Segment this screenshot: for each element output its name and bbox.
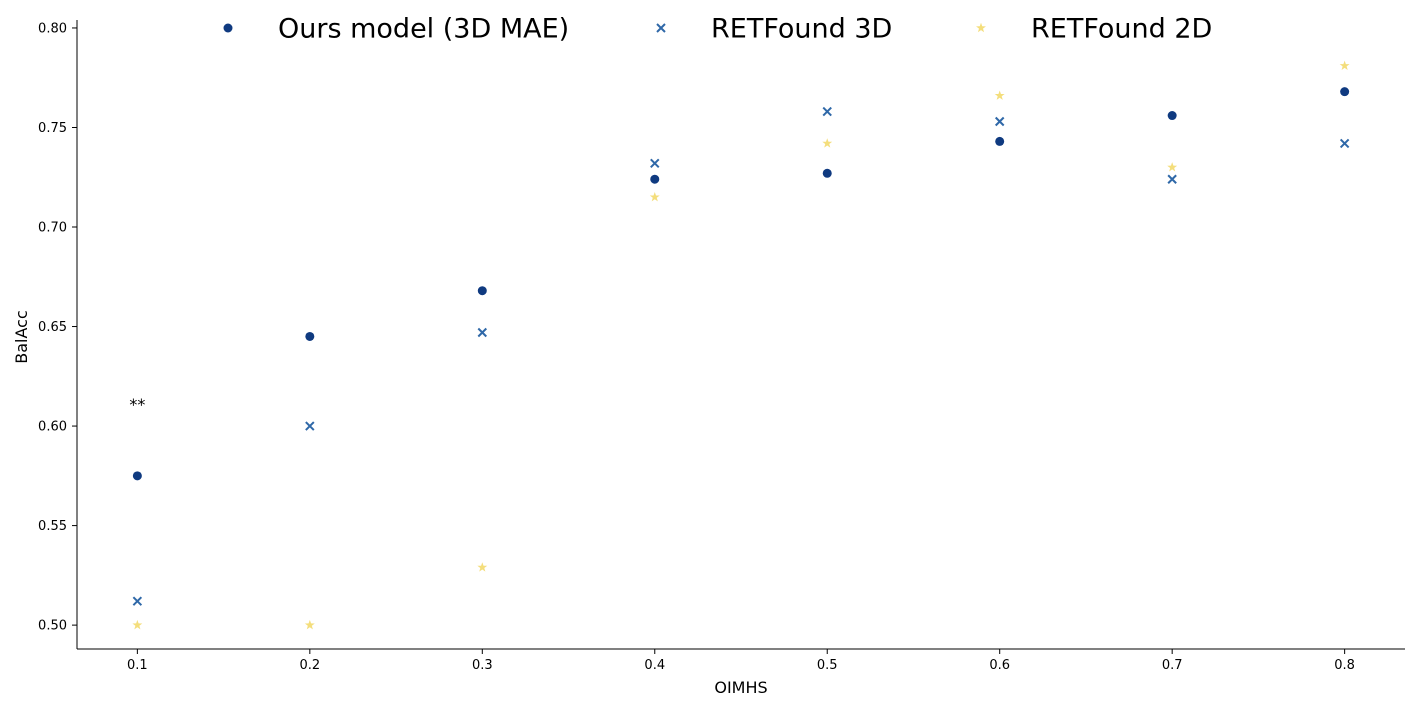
y-tick-label: 0.55: [38, 519, 67, 534]
legend-label: Ours model (3D MAE): [278, 14, 569, 45]
x-tick-label: 0.7: [1162, 658, 1183, 673]
y-tick-label: 0.65: [38, 320, 67, 335]
x-tick-label: 0.5: [817, 658, 838, 673]
y-tick-label: 0.75: [38, 121, 67, 136]
series-1: [132, 87, 1350, 481]
data-point: [132, 619, 143, 630]
legend-item: RETFound 3D: [656, 14, 892, 45]
data-point: [1167, 111, 1177, 121]
data-point: [1167, 162, 1178, 172]
data-point: [994, 116, 1005, 127]
legend: Ours model (3D MAE) RETFound 3D RETFound 2…: [223, 14, 1212, 45]
data-point: [822, 168, 832, 178]
x-tick-label: 0.2: [299, 658, 320, 673]
x-tick-label: 0.3: [472, 658, 493, 673]
legend-item: RETFound 2D: [976, 14, 1212, 45]
data-point: [477, 562, 488, 572]
data-point: [1339, 138, 1350, 149]
data-point: [132, 471, 142, 481]
x-tick-label: 0.1: [127, 658, 148, 673]
data-point: [822, 138, 833, 148]
data-point: [304, 619, 315, 630]
data-point: [477, 286, 487, 296]
y-tick-label: 0.60: [38, 420, 67, 435]
data-point: [650, 174, 660, 184]
y-tick-label: 0.80: [38, 21, 67, 36]
legend-marker: [976, 22, 986, 33]
data-point: [995, 136, 1005, 146]
x-tick-label: 0.4: [644, 658, 665, 673]
x-tick-label: 0.8: [1334, 658, 1355, 673]
data-point: [994, 90, 1005, 100]
data-point: [477, 327, 488, 338]
data-point: [305, 331, 315, 341]
data-point: [132, 596, 143, 606]
data-point: [822, 106, 832, 117]
legend-marker: [223, 23, 233, 33]
legend-item: Ours model (3D MAE): [223, 14, 569, 45]
y-axis-ticks: 0.50 0.55 0.60 0.65 0.70 0.75 0.80: [38, 21, 77, 634]
y-axis-label: BalAcc: [12, 310, 31, 363]
x-axis-label: OIMHS: [714, 678, 767, 697]
x-tick-label: 0.6: [989, 658, 1010, 673]
data-point: [1167, 174, 1177, 184]
series-2: [132, 106, 1350, 606]
data-point: [649, 191, 660, 202]
significance-annotation: **: [129, 395, 145, 414]
legend-label: RETFound 3D: [711, 14, 892, 45]
data-point: [305, 421, 315, 431]
y-tick-label: 0.70: [38, 221, 67, 236]
x-axis-ticks: 0.1 0.2 0.3 0.4 0.5 0.6 0.7 0.8: [127, 649, 1355, 673]
series-3: [132, 60, 1350, 630]
legend-marker: [656, 23, 666, 33]
data-point: [650, 158, 660, 169]
data-point: [1339, 60, 1350, 70]
y-tick-label: 0.50: [38, 619, 67, 634]
legend-label: RETFound 2D: [1031, 14, 1212, 45]
annotations: **: [129, 395, 145, 414]
data-point: [1340, 87, 1350, 97]
axes: [76, 20, 1405, 650]
data-points: [132, 60, 1350, 630]
